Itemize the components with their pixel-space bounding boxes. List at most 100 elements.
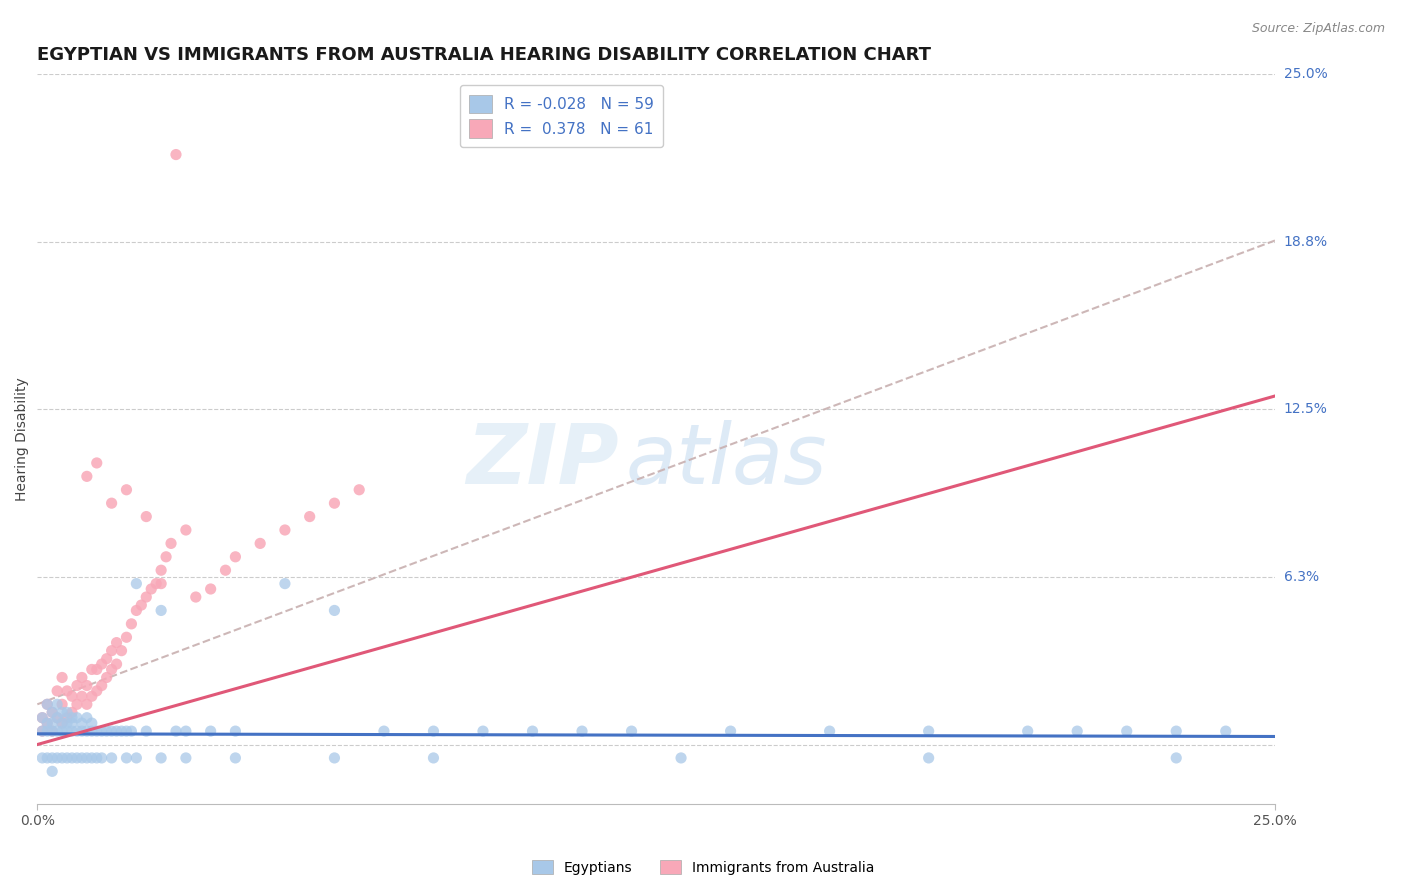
Point (66, 698, 89, 712)
Point (90, 724, 112, 739)
Point (274, 576, 297, 591)
Point (100, 496, 122, 510)
Point (165, 147, 187, 161)
Point (224, 724, 246, 739)
Point (46, 684, 69, 698)
Point (37, 698, 59, 712)
Point (70, 690, 93, 704)
Point (31, 711, 53, 725)
Point (115, 483, 138, 497)
Point (135, 724, 157, 739)
Point (155, 549, 177, 564)
Point (46, 711, 69, 725)
Text: atlas: atlas (626, 420, 827, 501)
Point (46, 724, 69, 739)
Point (80, 662, 103, 676)
Point (274, 523, 297, 537)
Point (249, 536, 271, 550)
Point (37, 698, 59, 712)
Point (41, 724, 63, 739)
Point (141, 582, 163, 596)
Point (66, 724, 89, 739)
Point (56, 711, 79, 725)
Point (80, 690, 103, 704)
Point (70, 716, 93, 731)
Point (214, 563, 236, 577)
Point (60, 706, 83, 720)
Point (60, 711, 83, 725)
Point (76, 711, 98, 725)
Point (720, 724, 742, 739)
Text: 12.5%: 12.5% (1284, 402, 1327, 417)
Point (60, 690, 83, 704)
Point (100, 643, 122, 657)
Point (150, 603, 173, 617)
Point (818, 724, 841, 739)
Point (86, 751, 108, 765)
Point (51, 751, 73, 765)
Point (70, 751, 93, 765)
Point (150, 751, 173, 765)
Point (96, 651, 118, 665)
Point (51, 724, 73, 739)
Point (120, 724, 142, 739)
Point (76, 724, 98, 739)
Point (90, 751, 112, 765)
Point (174, 523, 197, 537)
Text: 25.0%: 25.0% (1284, 67, 1327, 81)
Point (56, 684, 79, 698)
Point (100, 724, 122, 739)
Point (46, 698, 69, 712)
Legend: Egyptians, Immigrants from Australia: Egyptians, Immigrants from Australia (526, 855, 880, 880)
Point (1166, 724, 1188, 739)
Point (160, 536, 183, 550)
Point (37, 716, 59, 731)
Point (669, 751, 692, 765)
Point (56, 724, 79, 739)
Point (66, 679, 89, 693)
Point (110, 724, 132, 739)
Point (51, 716, 73, 731)
Point (1017, 724, 1039, 739)
Point (115, 630, 138, 644)
Point (917, 751, 939, 765)
Point (135, 590, 157, 604)
Text: Source: ZipAtlas.com: Source: ZipAtlas.com (1251, 22, 1385, 36)
Point (76, 698, 98, 712)
Point (131, 598, 153, 612)
Point (46, 751, 69, 765)
Point (66, 751, 89, 765)
Point (1215, 724, 1237, 739)
Text: 18.8%: 18.8% (1284, 235, 1327, 249)
Point (86, 724, 108, 739)
Point (56, 706, 79, 720)
Point (41, 751, 63, 765)
Point (522, 724, 544, 739)
Point (422, 751, 444, 765)
Point (323, 496, 346, 510)
Point (224, 751, 246, 765)
Point (60, 751, 83, 765)
Point (41, 716, 63, 731)
Point (323, 603, 346, 617)
Point (51, 716, 73, 731)
Point (46, 711, 69, 725)
Point (41, 706, 63, 720)
Point (56, 751, 79, 765)
Point (105, 657, 128, 671)
Point (165, 724, 187, 739)
Point (31, 724, 53, 739)
Point (125, 603, 148, 617)
Point (76, 751, 98, 765)
Point (90, 657, 112, 671)
Point (86, 662, 108, 676)
Point (41, 764, 63, 779)
Point (96, 724, 118, 739)
Point (70, 724, 93, 739)
Point (115, 724, 138, 739)
Text: ZIP: ZIP (467, 420, 619, 501)
Point (76, 469, 98, 483)
Point (174, 724, 197, 739)
Point (86, 684, 108, 698)
Point (80, 716, 103, 731)
